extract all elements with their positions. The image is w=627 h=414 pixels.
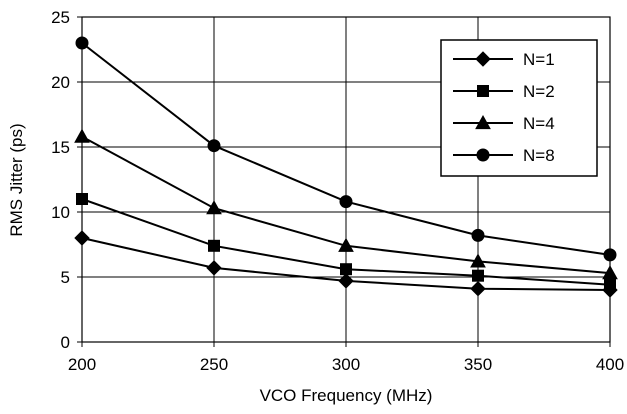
legend-item: N=4: [453, 114, 555, 133]
data-point-circle: [75, 36, 89, 50]
legend-marker-square: [477, 85, 489, 97]
x-tick-label: 200: [68, 355, 96, 374]
data-point-diamond: [338, 273, 354, 289]
data-point-square: [472, 269, 484, 282]
series-lines: [74, 36, 618, 298]
legend-item: N=1: [453, 50, 555, 69]
legend-box: [440, 39, 598, 177]
y-tick-label: 25: [51, 8, 70, 27]
series-n-1: [74, 230, 618, 298]
data-point-diamond: [206, 260, 222, 276]
series-n-4: [74, 128, 618, 280]
x-tick-label: 300: [332, 355, 360, 374]
series-n-8: [75, 36, 617, 262]
legend-marker-diamond: [475, 51, 491, 67]
legend-item: N=8: [453, 146, 555, 165]
legend-label: N=2: [523, 82, 555, 101]
x-tick-label: 400: [596, 355, 624, 374]
legend-marker-triangle: [475, 114, 491, 130]
legend-item: N=2: [453, 82, 555, 101]
legend-label: N=8: [523, 146, 555, 165]
y-tick-label: 10: [51, 203, 70, 222]
data-point-triangle: [74, 128, 90, 143]
data-point-square: [208, 239, 220, 252]
series-n-2: [76, 193, 616, 291]
y-tick-label: 20: [51, 73, 70, 92]
y-tick-label: 15: [51, 138, 70, 157]
data-point-circle: [339, 195, 353, 209]
data-point-triangle: [206, 200, 222, 215]
data-point-square: [76, 193, 88, 205]
data-point-square: [604, 278, 616, 291]
data-point-square: [340, 263, 352, 276]
data-point-diamond: [470, 280, 486, 297]
legend-label: N=1: [523, 50, 555, 69]
y-tick-label: 5: [61, 268, 70, 287]
data-point-triangle: [338, 237, 354, 252]
axes: 200 250 300 350 400 0 5 10 15 20 25: [51, 8, 624, 374]
x-axis-label: VCO Frequency (MHz): [260, 386, 433, 405]
data-point-triangle: [470, 253, 486, 268]
data-point-circle: [207, 139, 221, 153]
legend-marker-circle: [476, 148, 490, 162]
x-tick-label: 250: [200, 355, 228, 374]
y-tick-label: 0: [61, 333, 70, 352]
data-point-circle: [471, 228, 485, 242]
x-tick-label: 350: [464, 355, 492, 374]
data-point-circle: [603, 248, 617, 262]
legend-label: N=4: [523, 114, 555, 133]
legend: N=1 N=2 N=4 N=8: [440, 39, 598, 177]
data-point-triangle: [602, 265, 618, 280]
data-point-diamond: [74, 230, 90, 246]
y-axis-label: RMS Jitter (ps): [7, 123, 26, 236]
